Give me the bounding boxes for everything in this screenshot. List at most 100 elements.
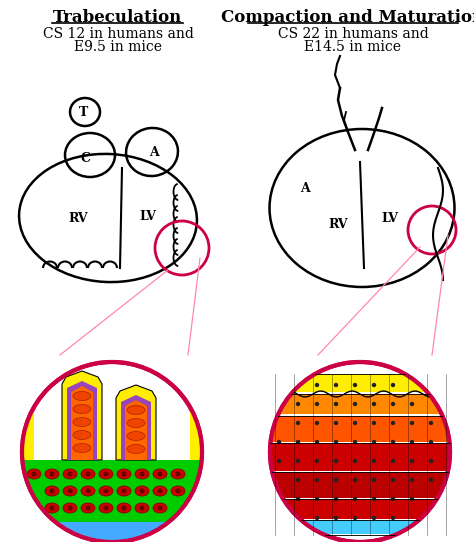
Text: Trabeculation: Trabeculation	[54, 9, 182, 26]
Text: A: A	[300, 182, 310, 195]
Circle shape	[372, 402, 376, 406]
Ellipse shape	[99, 503, 113, 513]
Circle shape	[85, 506, 91, 511]
Circle shape	[67, 488, 73, 494]
Ellipse shape	[81, 469, 95, 479]
Ellipse shape	[63, 503, 77, 513]
Circle shape	[157, 488, 163, 494]
Ellipse shape	[73, 417, 91, 427]
Circle shape	[410, 478, 414, 482]
Circle shape	[277, 440, 281, 444]
Polygon shape	[24, 370, 34, 460]
Circle shape	[429, 440, 433, 444]
Circle shape	[103, 472, 109, 476]
Text: T: T	[79, 106, 89, 119]
Circle shape	[139, 472, 145, 476]
Circle shape	[353, 402, 357, 406]
Ellipse shape	[81, 486, 95, 496]
Circle shape	[85, 488, 91, 494]
Circle shape	[315, 440, 319, 444]
Circle shape	[103, 488, 109, 494]
Circle shape	[315, 516, 319, 520]
Ellipse shape	[73, 391, 91, 401]
Circle shape	[103, 506, 109, 511]
Circle shape	[139, 488, 145, 494]
Circle shape	[353, 516, 357, 520]
Ellipse shape	[99, 486, 113, 496]
Ellipse shape	[153, 486, 167, 496]
Text: CS 12 in humans and: CS 12 in humans and	[43, 27, 193, 41]
Circle shape	[391, 421, 395, 425]
Circle shape	[353, 478, 357, 482]
Circle shape	[49, 472, 55, 476]
Circle shape	[334, 402, 338, 406]
Circle shape	[31, 472, 36, 476]
Circle shape	[372, 383, 376, 387]
Ellipse shape	[45, 469, 59, 479]
Circle shape	[391, 383, 395, 387]
Circle shape	[334, 440, 338, 444]
Text: LV: LV	[382, 212, 399, 225]
Circle shape	[391, 516, 395, 520]
Polygon shape	[270, 520, 450, 534]
Circle shape	[353, 497, 357, 501]
Circle shape	[315, 402, 319, 406]
Text: C: C	[81, 152, 91, 165]
Ellipse shape	[135, 469, 149, 479]
Circle shape	[391, 440, 395, 444]
Polygon shape	[270, 416, 450, 442]
Circle shape	[429, 459, 433, 463]
Circle shape	[121, 488, 127, 494]
Text: Compaction and Maturation: Compaction and Maturation	[221, 9, 474, 26]
Circle shape	[372, 516, 376, 520]
Ellipse shape	[63, 486, 77, 496]
Polygon shape	[22, 522, 202, 542]
Circle shape	[410, 459, 414, 463]
Ellipse shape	[127, 405, 145, 415]
Circle shape	[296, 421, 300, 425]
Circle shape	[410, 421, 414, 425]
Circle shape	[157, 506, 163, 511]
Circle shape	[410, 440, 414, 444]
Polygon shape	[22, 460, 202, 542]
Circle shape	[353, 440, 357, 444]
Circle shape	[175, 472, 181, 476]
Circle shape	[157, 472, 163, 476]
Circle shape	[391, 497, 395, 501]
Circle shape	[391, 478, 395, 482]
Ellipse shape	[135, 486, 149, 496]
Circle shape	[139, 506, 145, 511]
Ellipse shape	[135, 503, 149, 513]
Ellipse shape	[99, 469, 113, 479]
Polygon shape	[125, 400, 147, 460]
Circle shape	[296, 440, 300, 444]
Circle shape	[334, 459, 338, 463]
Circle shape	[296, 478, 300, 482]
Ellipse shape	[63, 469, 77, 479]
Circle shape	[334, 478, 338, 482]
Circle shape	[296, 497, 300, 501]
Text: E14.5 in mice: E14.5 in mice	[304, 40, 401, 54]
Circle shape	[334, 383, 338, 387]
Circle shape	[315, 383, 319, 387]
Circle shape	[391, 402, 395, 406]
Ellipse shape	[73, 443, 91, 453]
Polygon shape	[121, 395, 151, 460]
Circle shape	[67, 472, 73, 476]
Circle shape	[372, 421, 376, 425]
Circle shape	[49, 488, 55, 494]
Circle shape	[372, 440, 376, 444]
Circle shape	[334, 497, 338, 501]
Ellipse shape	[45, 503, 59, 513]
Ellipse shape	[117, 469, 131, 479]
Polygon shape	[270, 394, 450, 414]
Circle shape	[67, 506, 73, 511]
Text: RV: RV	[328, 218, 348, 231]
Circle shape	[429, 478, 433, 482]
Ellipse shape	[171, 486, 185, 496]
Ellipse shape	[117, 503, 131, 513]
Polygon shape	[116, 385, 156, 460]
Ellipse shape	[117, 486, 131, 496]
Circle shape	[353, 383, 357, 387]
Circle shape	[372, 478, 376, 482]
